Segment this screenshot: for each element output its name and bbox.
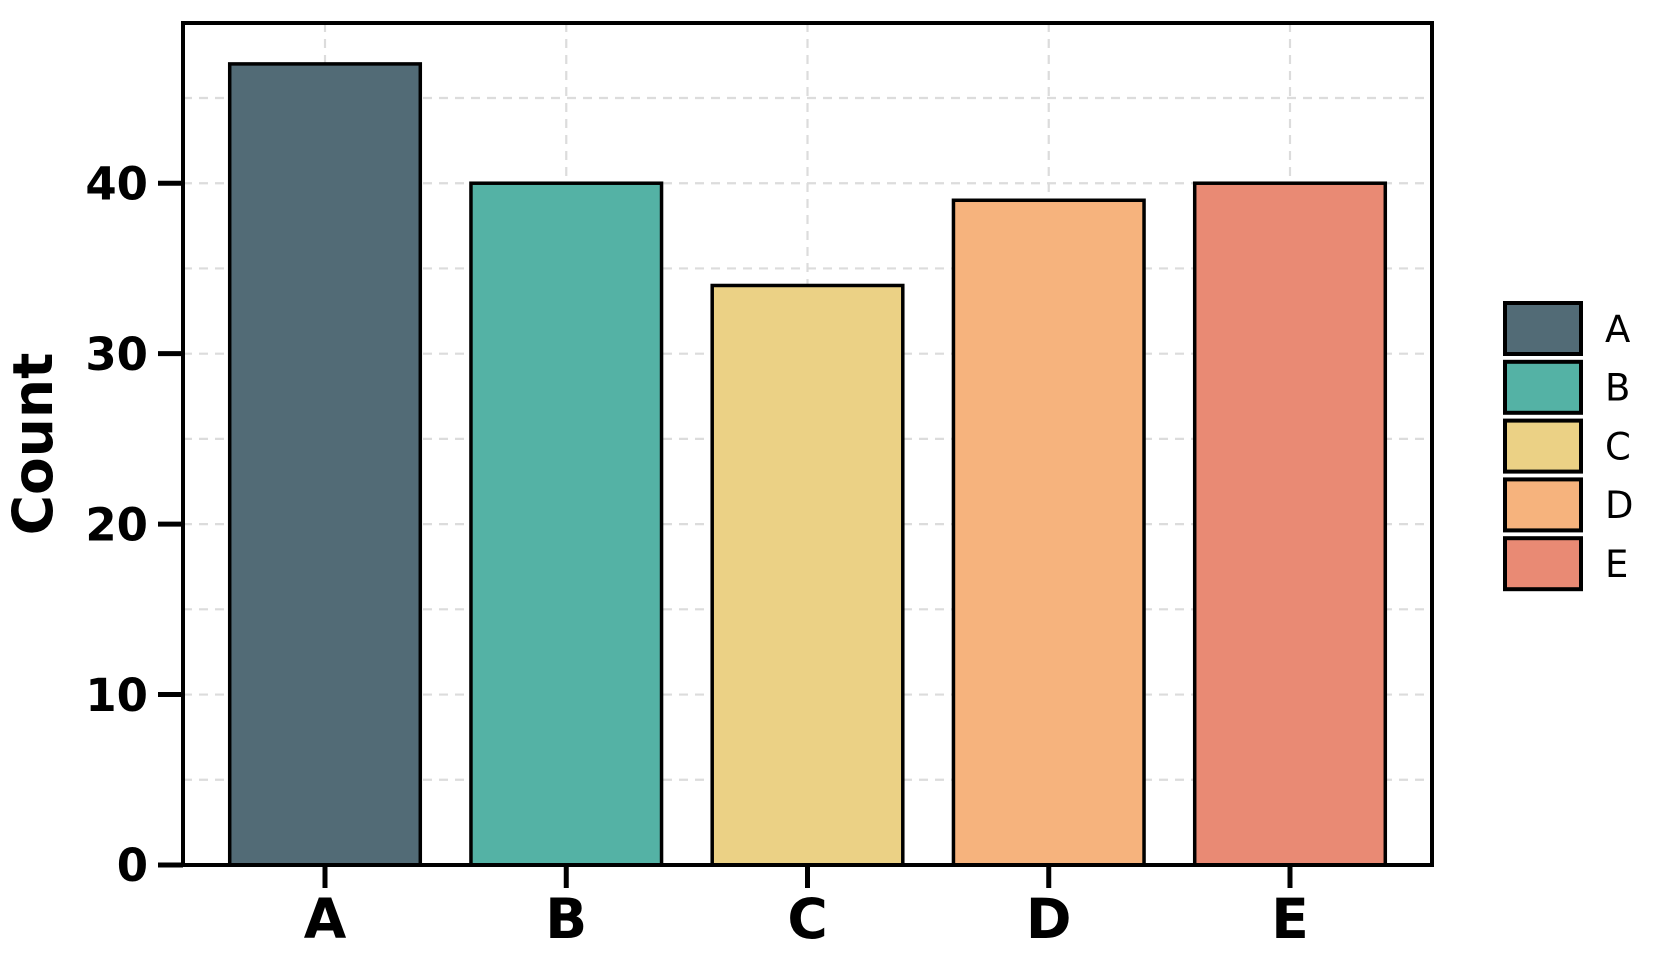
y-tick-label: 40 — [85, 157, 148, 210]
x-tick-label: A — [304, 887, 347, 951]
bar-A — [227, 62, 423, 867]
legend-swatch-B — [1503, 359, 1583, 415]
bar-C — [710, 283, 905, 867]
bar-E — [1192, 181, 1388, 867]
x-tick-label: E — [1271, 887, 1309, 951]
y-tick-label: 10 — [85, 669, 148, 722]
y-tick-label: 0 — [117, 839, 148, 892]
legend-swatch-A — [1503, 301, 1583, 356]
y-tick-label: 30 — [85, 328, 148, 381]
legend-label: A — [1605, 308, 1630, 351]
bar-B — [469, 181, 664, 867]
legend-label: B — [1605, 367, 1630, 410]
x-tick-label: C — [787, 887, 827, 951]
legend-label: E — [1605, 543, 1628, 586]
legend-label: D — [1605, 484, 1634, 527]
legend-label: C — [1605, 425, 1631, 468]
legend-swatch-E — [1503, 536, 1583, 592]
y-tick-label: 20 — [85, 498, 148, 551]
x-tick-label: D — [1026, 887, 1072, 951]
legend-swatch-D — [1503, 477, 1583, 533]
x-tick-label: B — [545, 887, 587, 951]
bar-D — [951, 198, 1146, 867]
y-axis-label: Count — [1, 353, 65, 536]
legend-swatch-C — [1503, 418, 1583, 474]
